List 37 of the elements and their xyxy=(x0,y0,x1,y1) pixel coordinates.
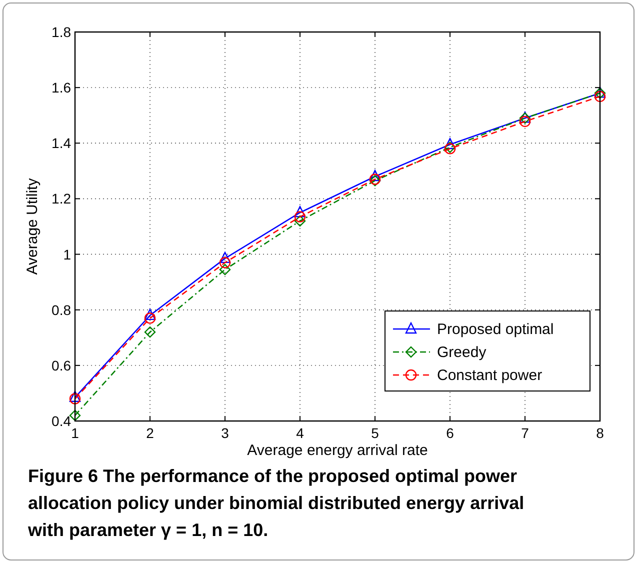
y-tick-label: 1.4 xyxy=(52,135,72,152)
point xyxy=(144,312,156,324)
x-axis-title: Average energy arrival rate xyxy=(247,442,428,459)
x-tick-label: 7 xyxy=(521,425,530,441)
point xyxy=(144,326,156,338)
x-tick-label: 6 xyxy=(446,425,454,441)
point xyxy=(444,138,456,150)
x-tick-label: 8 xyxy=(596,425,604,441)
point xyxy=(219,252,231,264)
caption: Figure 6 The performance of the proposed optimal power allocation policy under binomial distributed energy arrival with parameter γ = 1, n = 10. xyxy=(27,466,524,540)
x-tick-label: 5 xyxy=(371,425,380,441)
point xyxy=(519,116,531,128)
point xyxy=(69,393,81,404)
x-tick-label: 2 xyxy=(146,425,154,441)
y-tick-label: 1 xyxy=(63,246,72,262)
y-tick-label: 1.8 xyxy=(52,24,72,40)
legend-label: Greedy xyxy=(437,344,487,361)
point xyxy=(294,206,306,218)
y-tick-label: 0.6 xyxy=(52,357,72,374)
y-axis-title: Average Utility xyxy=(24,178,41,275)
legend-label: Proposed optimal xyxy=(437,321,554,338)
point xyxy=(294,215,306,227)
point xyxy=(369,170,381,182)
point xyxy=(219,264,231,276)
point xyxy=(294,211,306,222)
y-tick-label: 0.8 xyxy=(52,302,72,318)
y-tick-label: 0.4 xyxy=(52,413,72,429)
legend-label: Constant power xyxy=(437,367,542,384)
x-tick-label: 4 xyxy=(296,425,304,441)
point xyxy=(594,90,606,102)
point xyxy=(69,390,81,402)
point xyxy=(144,308,156,320)
y-tick-label: 1.2 xyxy=(52,190,72,207)
x-tick-label: 3 xyxy=(221,425,230,441)
y-tick-label: 1.6 xyxy=(52,80,72,96)
point xyxy=(69,410,81,422)
point xyxy=(219,257,231,268)
